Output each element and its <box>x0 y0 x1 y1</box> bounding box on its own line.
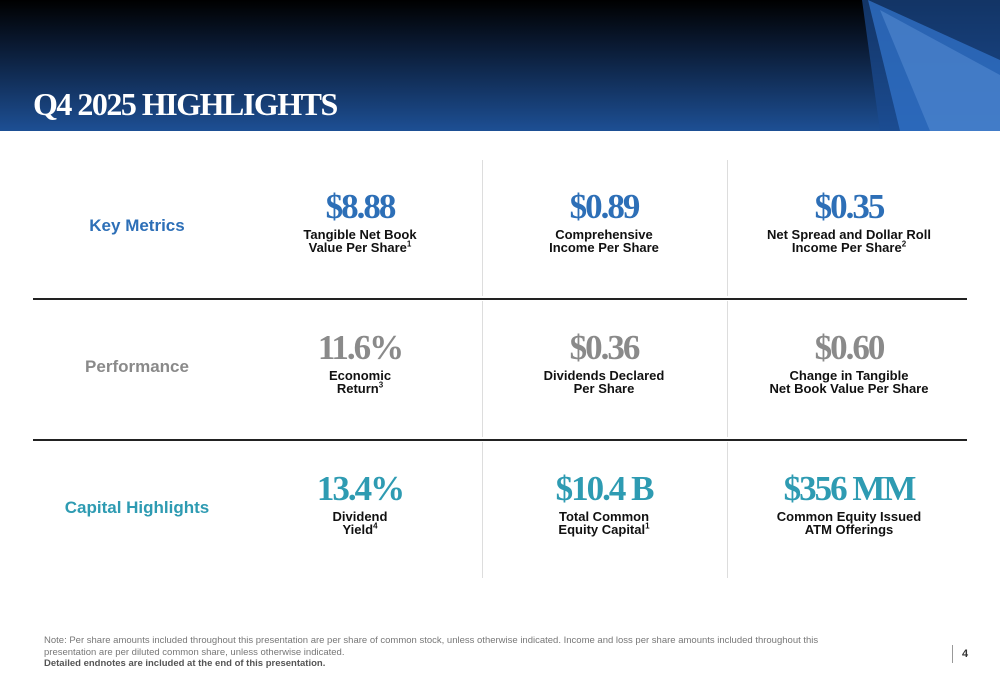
caption-text: Income Per Share <box>549 239 659 255</box>
caption-line: Equity Capital1 <box>484 521 724 537</box>
metric-value: $0.60 <box>814 328 886 367</box>
caption-text: Net Spread and Dollar Roll <box>767 227 931 242</box>
caption-line: Common Equity Issued <box>729 509 969 524</box>
column-divider <box>727 442 728 578</box>
caption-text: Income Per Share <box>791 239 902 255</box>
caption-text: Per Share <box>573 380 635 396</box>
caption-line: Value Per Share1 <box>240 239 480 255</box>
metric-value: $8.88 <box>325 187 397 226</box>
column-divider <box>727 160 728 296</box>
caption-line: Economic <box>240 368 480 383</box>
caption-line: Yield4 <box>240 521 480 537</box>
row-label: Performance <box>85 357 189 376</box>
row-label: Key Metrics <box>89 216 185 235</box>
note-line: presentation are per diluted common shar… <box>44 646 345 658</box>
row-divider <box>33 439 967 441</box>
footnote-ref: 1 <box>645 521 650 531</box>
caption-text: Equity Capital <box>558 521 646 537</box>
row-label: Capital Highlights <box>64 498 210 517</box>
caption-line: Tangible Net Book <box>240 227 480 242</box>
caption-text: Economic <box>328 368 392 383</box>
metric-value: 11.6% <box>317 328 404 367</box>
footnote-ref: 2 <box>901 239 907 249</box>
column-divider <box>482 301 483 437</box>
metric-value: $356 MM <box>783 469 917 508</box>
caption-text: Total Common <box>558 509 650 524</box>
metric-caption: Net Spread and Dollar Roll Income Per Sha… <box>729 227 969 255</box>
caption-line: Net Spread and Dollar Roll <box>729 227 969 242</box>
metric-caption: Economic Return3 <box>240 368 480 396</box>
caption-text: Net Book Value Per Share <box>769 380 929 396</box>
metric-caption: Dividends Declared Per Share <box>484 368 724 396</box>
caption-text: ATM Offerings <box>804 521 894 537</box>
caption-line: Income Per Share2 <box>729 239 969 255</box>
caption-line: Total Common <box>484 509 724 524</box>
metric-value: $0.89 <box>569 187 641 226</box>
caption-text: Yield <box>342 521 374 537</box>
caption-line: Change in Tangible <box>729 368 969 383</box>
footnote-ref: 3 <box>378 380 384 390</box>
caption-line: Comprehensive <box>484 227 724 242</box>
metric-caption: Total Common Equity Capital1 <box>484 509 724 537</box>
metric-value: $0.35 <box>814 187 886 226</box>
caption-line: Net Book Value Per Share <box>729 380 969 396</box>
metric-caption: Comprehensive Income Per Share <box>484 227 724 255</box>
caption-text: Dividends Declared <box>543 368 665 383</box>
caption-line: Dividends Declared <box>484 368 724 383</box>
metric-caption: Dividend Yield4 <box>240 509 480 537</box>
metric-caption: Tangible Net Book Value Per Share1 <box>240 227 480 255</box>
footnote: Note: Per share amounts included through… <box>44 635 818 670</box>
note-line: Note: Per share amounts included through… <box>44 635 819 646</box>
caption-line: ATM Offerings <box>729 521 969 537</box>
caption-text: Change in Tangible <box>789 368 909 383</box>
footnote-ref: 4 <box>373 521 378 531</box>
header-band: Q4 2025 HIGHLIGHTS <box>0 0 1000 131</box>
metric-caption: Change in Tangible Net Book Value Per Sha… <box>729 368 969 396</box>
caption-text: Value Per Share <box>308 239 407 255</box>
column-divider <box>482 160 483 296</box>
column-divider <box>727 301 728 437</box>
metric-value: $10.4 B <box>555 469 655 508</box>
slide-title: Q4 2025 HIGHLIGHTS <box>33 86 338 122</box>
page-number: 4 <box>962 648 969 660</box>
caption-line: Dividend <box>240 509 480 524</box>
page-divider <box>952 645 953 663</box>
metric-value: $0.36 <box>569 328 641 367</box>
caption-line: Return3 <box>240 380 480 396</box>
column-divider <box>482 442 483 578</box>
caption-line: Per Share <box>484 380 724 396</box>
caption-line: Income Per Share <box>484 239 724 255</box>
caption-text: Common Equity Issued <box>776 509 922 524</box>
row-divider <box>33 298 967 300</box>
caption-text: Comprehensive <box>555 227 653 242</box>
header-graphic <box>862 0 1000 131</box>
metric-value: 13.4% <box>316 469 405 508</box>
metric-caption: Common Equity Issued ATM Offerings <box>729 509 969 537</box>
footnote-ref: 1 <box>406 239 412 249</box>
note-bold: Detailed endnotes are included at the en… <box>44 658 326 669</box>
caption-text: Dividend <box>332 509 388 524</box>
caption-text: Return <box>336 380 379 396</box>
caption-text: Tangible Net Book <box>303 227 417 242</box>
